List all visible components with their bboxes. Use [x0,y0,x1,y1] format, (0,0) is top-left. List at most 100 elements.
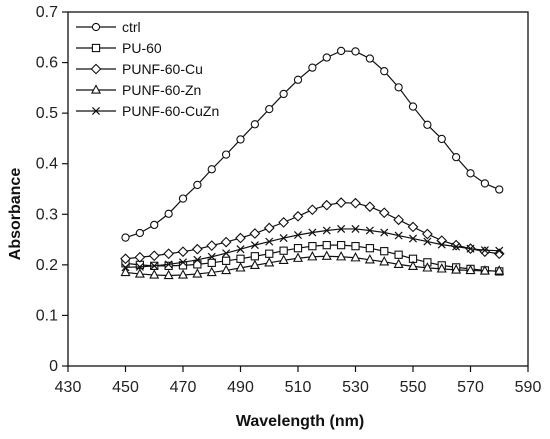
legend-item: PU-60 [76,40,162,56]
data-point [121,233,130,242]
data-point [378,207,390,219]
data-point [135,228,145,238]
data-point [121,263,130,272]
data-point [236,135,245,144]
data-point [365,244,375,253]
data-point [206,266,217,277]
data-point [134,268,145,278]
data-point [193,255,202,264]
data-point [265,104,274,114]
x-tick-label: 570 [457,379,484,396]
data-point [221,150,231,159]
data-point [191,243,203,255]
data-point [380,228,389,237]
legend-label: PUNF-60-Zn [122,82,201,98]
data-point [292,252,304,262]
data-point [423,120,432,129]
legend-marker [91,22,101,32]
data-point [163,248,175,260]
data-point [265,249,274,258]
y-tick-label: 0.4 [36,156,58,173]
x-tick-label: 490 [227,379,254,396]
y-tick-label: 0.2 [36,257,58,274]
data-point [437,134,446,144]
data-point [465,264,476,275]
data-point [207,258,216,267]
data-point [308,241,317,251]
data-point [380,67,389,76]
data-point [337,224,346,233]
data-point [177,269,189,279]
data-point [364,254,375,264]
data-point [265,237,274,246]
data-point [177,246,189,258]
data-point [178,194,188,203]
data-point [307,250,318,261]
data-point [308,228,317,237]
data-point [306,204,318,216]
legend-label: ctrl [122,19,141,35]
data-point [135,262,144,271]
data-point [164,261,173,271]
data-point [408,102,418,111]
data-point [322,53,331,62]
data-point [150,261,159,270]
data-point [494,265,505,275]
data-point [394,231,403,240]
data-point [408,234,418,243]
data-point [192,268,203,278]
y-tick-label: 0.5 [36,105,58,122]
data-point [466,244,475,253]
data-point [423,237,432,246]
data-point [250,120,260,129]
x-axis-title: Wavelength (nm) [236,413,364,430]
data-point [393,258,404,269]
data-point [207,165,216,174]
series-PUNF-60-Zn [120,250,505,280]
data-point [292,210,304,222]
data-point [278,254,289,264]
data-point [336,250,347,261]
data-point [350,252,361,262]
data-point [350,197,361,209]
data-point [249,259,260,270]
data-point [236,245,245,254]
data-point [451,152,461,162]
data-point [263,222,275,234]
data-point [365,226,374,235]
legend: ctrl PU-60 PUNF-60-Cu PUNF-60-Zn PUNF-60-CuZ… [76,19,219,119]
data-point [236,254,245,263]
data-point [480,179,490,188]
series-PUNF-60-CuZn [121,224,504,272]
data-point [293,75,303,84]
legend-label: PUNF-60-Cu [122,61,203,77]
legend-label: PUNF-60-CuZn [122,103,219,119]
legend-marker [90,63,102,75]
data-point [222,249,231,258]
data-point [193,180,202,190]
data-point [134,251,146,263]
legend-marker [90,84,102,94]
x-tick-label: 590 [515,379,542,396]
legend-item: PUNF-60-Cu [76,61,203,77]
y-tick-label: 0.1 [36,307,58,324]
legend-marker [91,43,101,53]
plot-layer [120,46,505,280]
data-point [279,89,288,99]
data-point [466,169,475,178]
data-point [394,83,403,92]
data-point [148,250,160,262]
data-point [364,201,376,213]
x-tick-label: 430 [55,379,82,396]
data-point [351,224,360,233]
data-point [235,262,246,272]
data-point [421,228,433,240]
y-tick-label: 0 [49,358,58,375]
data-point [394,250,403,259]
data-point [322,240,331,250]
data-point [335,197,347,209]
legend-item: PUNF-60-CuZn [76,103,219,119]
data-point [235,232,246,244]
data-point [293,244,303,253]
